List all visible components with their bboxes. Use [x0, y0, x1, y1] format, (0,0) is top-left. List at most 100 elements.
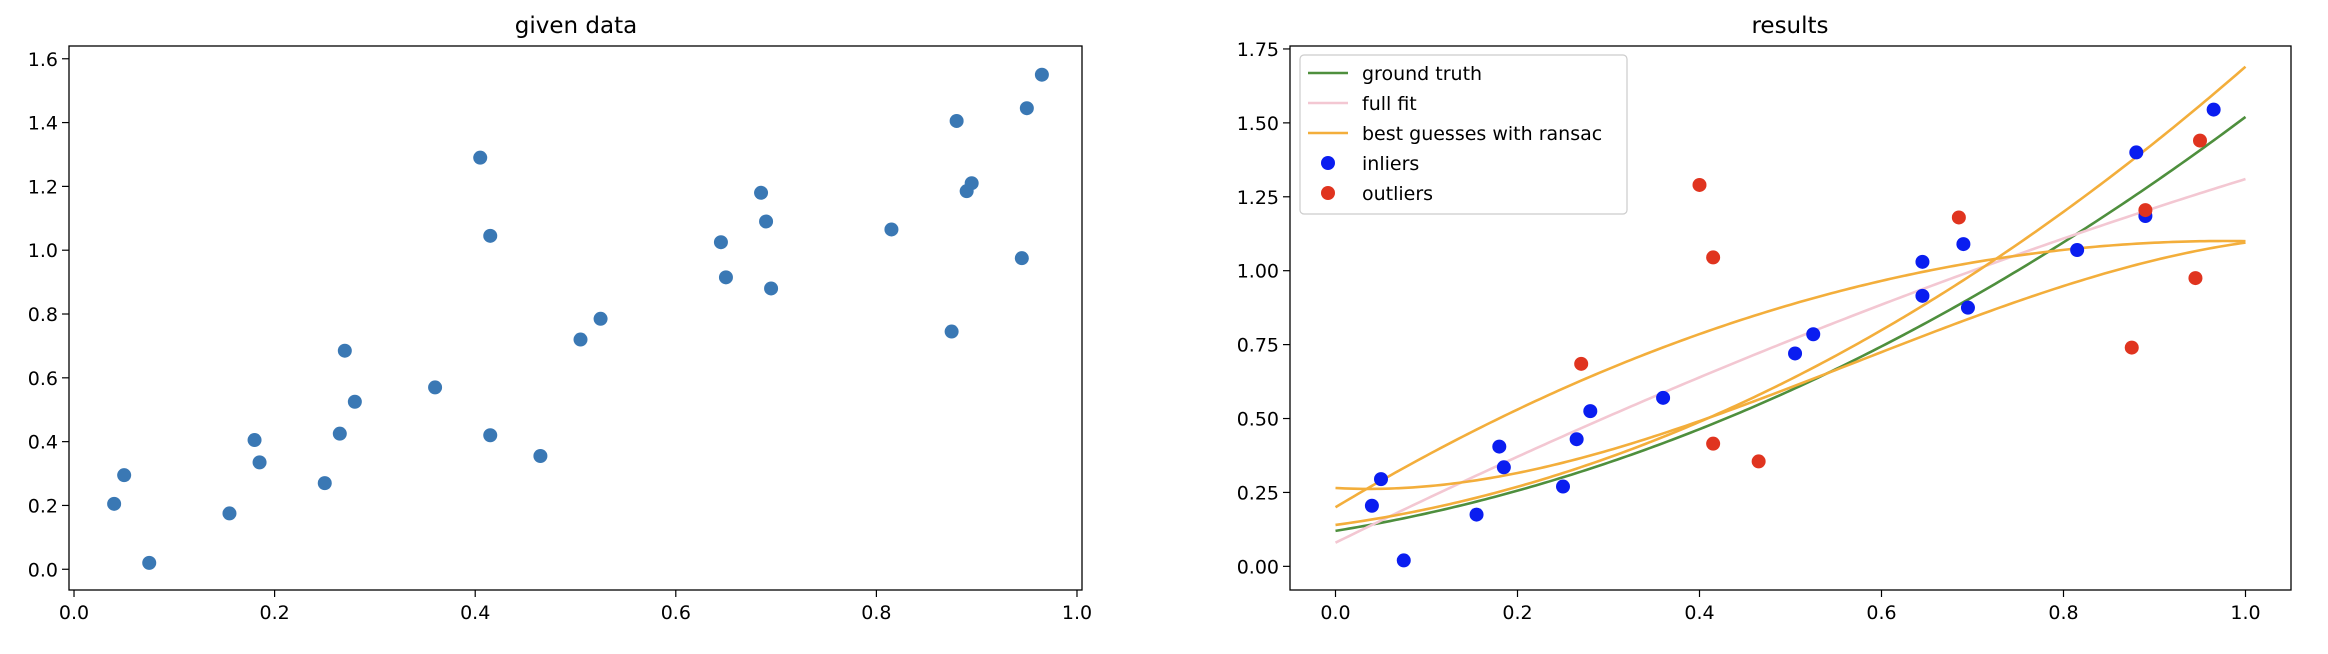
inlier-point [1396, 553, 1411, 568]
x-tick-label: 1.0 [1062, 602, 1092, 624]
data-point [222, 506, 237, 521]
data-point [142, 555, 157, 570]
data-point [347, 394, 362, 409]
x-tick-label: 0.6 [661, 602, 691, 624]
data-point [1019, 101, 1034, 116]
x-tick-label: 1.0 [2230, 602, 2260, 624]
data-point [332, 426, 347, 441]
x-tick-label: 0.2 [1502, 602, 1532, 624]
y-tick-label: 1.00 [1237, 261, 1279, 283]
outlier-point [1951, 210, 1966, 225]
data-point [483, 228, 498, 243]
legend-label: inliers [1362, 153, 1419, 175]
x-tick-label: 0.4 [1684, 602, 1714, 624]
outlier-point [2138, 203, 2153, 218]
x-tick-label: 0.0 [59, 602, 89, 624]
inlier-point [1569, 432, 1584, 447]
y-tick-label: 1.75 [1237, 39, 1279, 61]
plot-frame [1289, 45, 2292, 591]
outlier-point [1751, 454, 1766, 469]
data-point [337, 343, 352, 358]
legend: ground truth full fit best guesses with ra… [1299, 54, 1628, 215]
outlier-point [1692, 177, 1707, 192]
legend-label: full fit [1362, 93, 1417, 115]
curve-best-guesses-with-ransac [1335, 241, 2246, 491]
y-tick-label: 0.75 [1237, 335, 1279, 357]
inlier-point [1556, 479, 1570, 494]
x-tick-label: 0.4 [460, 602, 490, 624]
legend-marker [1321, 156, 1335, 170]
chart-results: results 0.0 0.2 0.4 0.6 0.8 1.0 0.00 0.25 0.50 0.… [1237, 13, 2292, 624]
x-tick-label: 0.6 [1866, 602, 1896, 624]
x-tick-label: 0.8 [861, 602, 891, 624]
data-point [247, 433, 262, 448]
outlier-point [2124, 340, 2139, 355]
inlier-point [1469, 507, 1484, 522]
data-point [764, 281, 779, 296]
outlier-point [1706, 250, 1721, 265]
curve-best-guesses-with-ransac [1334, 239, 2246, 509]
data-point [944, 324, 959, 339]
data-point [718, 270, 733, 285]
data-point [964, 176, 979, 191]
data-point [884, 222, 899, 237]
data-point [483, 428, 498, 443]
data-point [428, 380, 443, 395]
y-tick-label: 0.6 [28, 368, 58, 390]
data-point [317, 476, 332, 491]
y-tick-label: 1.50 [1237, 113, 1279, 135]
x-tick-label: 0.8 [2048, 602, 2078, 624]
y-tick-label: 0.2 [28, 495, 58, 517]
y-tick-label: 1.2 [28, 176, 58, 198]
data-point [593, 311, 608, 326]
legend-label: outliers [1362, 183, 1433, 205]
inlier-point [1583, 404, 1598, 419]
inlier-point [2070, 243, 2085, 257]
x-tick-label: 0.2 [259, 602, 289, 624]
legend-box [1299, 54, 1628, 215]
outlier-point [2193, 133, 2207, 148]
data-point [473, 150, 488, 165]
data-point [117, 468, 132, 483]
inlier-point [1915, 288, 1930, 303]
y-tick-label: 0.00 [1237, 556, 1279, 578]
y-tick-label: 0.50 [1237, 409, 1279, 431]
data-point [252, 455, 267, 470]
inlier-point [2129, 145, 2144, 160]
plot-frame [68, 45, 1083, 591]
y-tick-label: 0.8 [28, 304, 58, 326]
inlier-point [1956, 237, 1971, 252]
inlier-point [1492, 439, 1507, 454]
inlier-point [1656, 390, 1671, 405]
y-tick-label: 0.0 [28, 559, 58, 581]
legend-label: best guesses with ransac [1362, 123, 1602, 145]
y-tick-label: 0.4 [28, 432, 58, 454]
legend-label: ground truth [1362, 63, 1482, 85]
x-tick-label: 0.0 [1320, 602, 1350, 624]
y-tick-label: 1.25 [1237, 187, 1279, 209]
data-point [573, 332, 588, 347]
y-tick-label: 1.4 [28, 113, 58, 135]
y-tick-label: 0.25 [1237, 482, 1279, 504]
curve-best-guesses-with-ransac [1335, 65, 2247, 527]
outlier-point [1574, 356, 1589, 371]
chart-title: results [1751, 13, 1828, 39]
inlier-point [1374, 472, 1388, 487]
data-point [754, 185, 769, 200]
chart-title: given data [515, 13, 637, 39]
inlier-point [1364, 498, 1379, 513]
data-point [759, 214, 774, 229]
data-points [107, 67, 1049, 570]
y-tick-label: 1.6 [28, 49, 58, 71]
curve-full-fit [1334, 177, 2246, 544]
data-point [1014, 251, 1029, 266]
fit-curves [1334, 65, 2247, 544]
chart-given-data: given data 0.0 0.2 0.4 0.6 0.8 1.0 0.0 0.2 0.4 0.… [28, 13, 1092, 624]
inlier-point [1788, 346, 1803, 361]
data-points [1364, 102, 2221, 568]
outlier-point [2188, 271, 2203, 286]
inlier-point [1496, 460, 1511, 475]
inlier-point [1915, 254, 1930, 269]
inlier-point [1960, 300, 1975, 315]
